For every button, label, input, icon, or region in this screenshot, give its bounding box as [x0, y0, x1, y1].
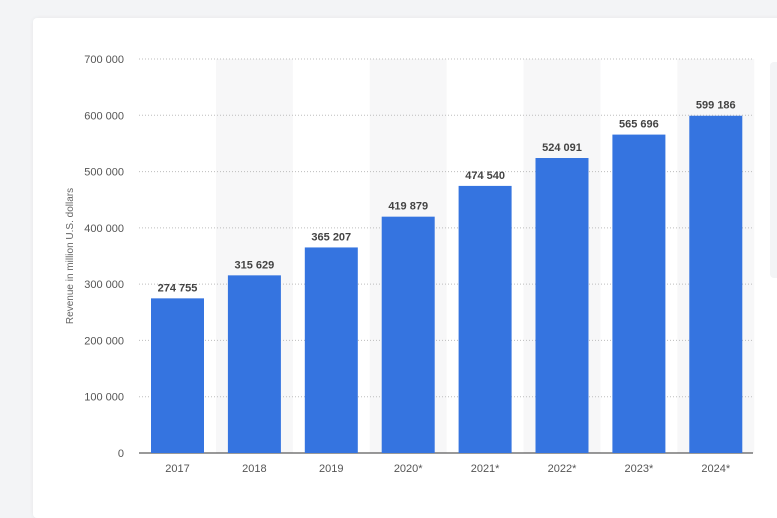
data-label: 524 091	[542, 142, 582, 154]
y-tick-label: 300 000	[84, 279, 124, 291]
data-label: 365 207	[311, 231, 351, 243]
bar[interactable]	[381, 216, 435, 453]
x-tick-label: 2024*	[701, 463, 730, 475]
data-label: 419 879	[388, 201, 428, 213]
bar[interactable]	[458, 185, 512, 453]
y-tick-label: 600 000	[84, 110, 124, 122]
y-axis-ticks: 0 100 000 200 000 300 000 400 000 500 000 600 …	[84, 54, 124, 460]
bar[interactable]	[535, 158, 589, 453]
data-labels: 274 755 315 629 365 207 419 879 474 540 524 0…	[158, 100, 736, 295]
data-label: 474 540	[465, 170, 505, 182]
revenue-bar-chart: 0 100 000 200 000 300 000 400 000 500 000 600 …	[65, 54, 755, 475]
y-tick-label: 200 000	[84, 335, 124, 347]
x-tick-label: 2020*	[394, 463, 423, 475]
y-tick-label: 500 000	[84, 167, 124, 179]
data-label: 274 755	[158, 282, 198, 294]
side-panel	[770, 62, 777, 278]
x-tick-label: 2017	[165, 463, 189, 475]
x-axis-ticks: 2017 2018 2019 2020* 2021* 2022* 2023* 2024*	[165, 463, 731, 475]
data-label: 599 186	[696, 100, 736, 112]
bar[interactable]	[612, 134, 666, 453]
y-tick-label: 100 000	[84, 392, 124, 404]
y-tick-label: 700 000	[84, 54, 124, 66]
bar[interactable]	[227, 275, 281, 453]
bars	[151, 115, 743, 453]
x-tick-label: 2019	[319, 463, 343, 475]
x-tick-label: 2018	[242, 463, 266, 475]
x-tick-label: 2021*	[471, 463, 500, 475]
x-tick-label: 2022*	[548, 463, 577, 475]
data-label: 565 696	[619, 119, 659, 131]
bar[interactable]	[151, 298, 204, 453]
bar[interactable]	[689, 115, 743, 453]
y-axis-title: Revenue in million U.S. dollars	[65, 188, 76, 324]
bar[interactable]	[304, 247, 358, 453]
data-label: 315 629	[235, 259, 275, 271]
y-tick-label: 400 000	[84, 223, 124, 235]
x-tick-label: 2023*	[625, 463, 654, 475]
y-tick-label: 0	[118, 448, 124, 460]
